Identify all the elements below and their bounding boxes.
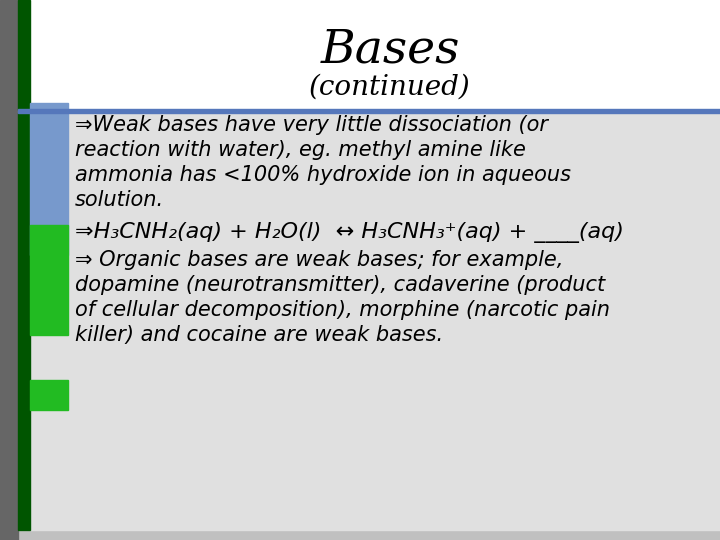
Bar bbox=[30, 225, 68, 335]
Bar bbox=[18, 113, 720, 530]
Text: Bases: Bases bbox=[320, 28, 459, 73]
Bar bbox=[18, 0, 720, 110]
Text: ammonia has <100% hydroxide ion in aqueous: ammonia has <100% hydroxide ion in aqueo… bbox=[75, 165, 571, 185]
Bar bbox=[30, 380, 68, 410]
Text: of cellular decomposition), morphine (narcotic pain: of cellular decomposition), morphine (na… bbox=[75, 300, 610, 320]
Bar bbox=[18, 113, 30, 530]
Text: solution.: solution. bbox=[75, 190, 164, 210]
Text: reaction with water), eg. methyl amine like: reaction with water), eg. methyl amine l… bbox=[75, 140, 526, 160]
Bar bbox=[30, 103, 68, 255]
Text: ⇒Weak bases have very little dissociation (or: ⇒Weak bases have very little dissociatio… bbox=[75, 115, 548, 135]
Text: ⇒ Organic bases are weak bases; for example,: ⇒ Organic bases are weak bases; for exam… bbox=[75, 250, 563, 270]
Bar bbox=[18, 109, 720, 113]
Bar bbox=[18, 0, 30, 110]
Bar bbox=[0, 0, 18, 540]
Text: dopamine (neurotransmitter), cadaverine (product: dopamine (neurotransmitter), cadaverine … bbox=[75, 275, 605, 295]
Text: ⇒H₃CNH₂(aq) + H₂O(l)  ↔ H₃CNH₃⁺(aq) + ____(aq): ⇒H₃CNH₂(aq) + H₂O(l) ↔ H₃CNH₃⁺(aq) + ___… bbox=[75, 222, 624, 243]
Text: killer) and cocaine are weak bases.: killer) and cocaine are weak bases. bbox=[75, 325, 443, 345]
Text: (continued): (continued) bbox=[309, 73, 471, 100]
